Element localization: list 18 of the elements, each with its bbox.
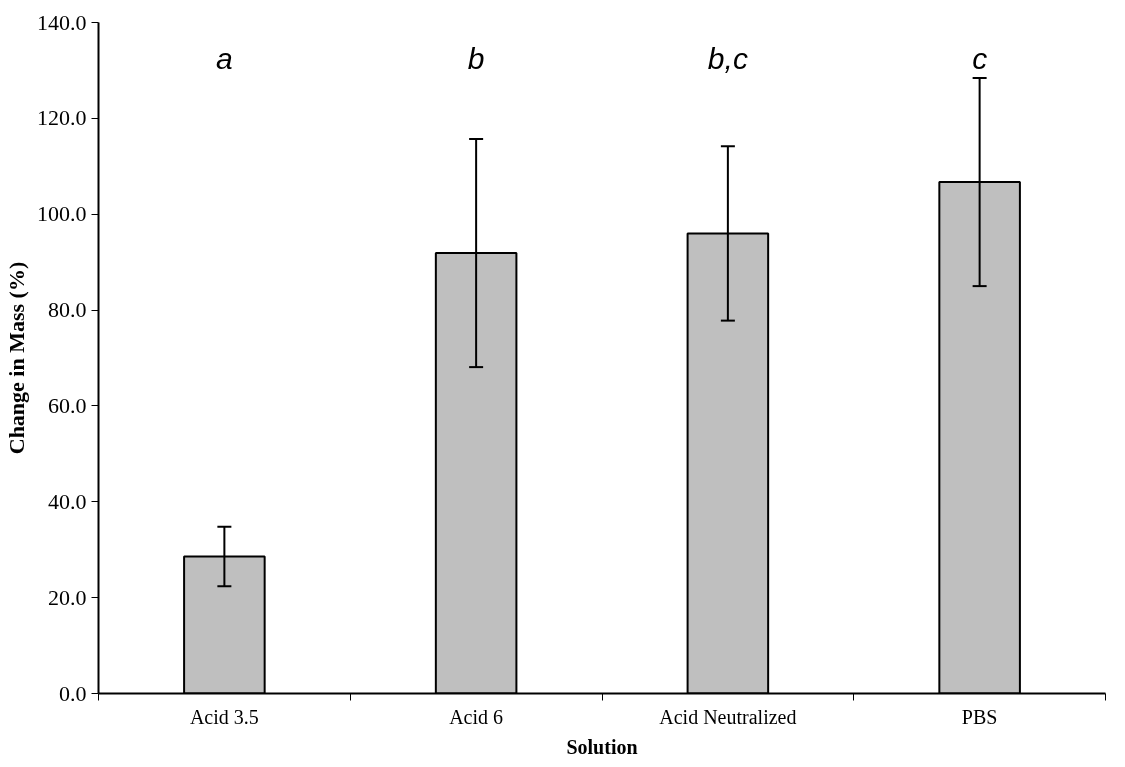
x-tick-label: Acid 3.5 — [189, 705, 259, 728]
y-axis-title: Change in Mass (%) — [4, 261, 29, 455]
y-tick-label: 20.0 — [48, 584, 87, 610]
y-tick-label: 0.0 — [59, 680, 87, 706]
annotation: b,c — [707, 41, 748, 75]
y-tick-label: 40.0 — [48, 488, 87, 514]
x-axis-title: Solution — [566, 735, 638, 758]
annotation: b — [467, 41, 485, 75]
y-tick-label: 100.0 — [37, 201, 87, 227]
y-tick-label: 60.0 — [48, 392, 87, 418]
annotation: a — [216, 41, 233, 75]
x-tick-label: Acid Neutralized — [659, 705, 797, 728]
y-tick-label: 140.0 — [37, 9, 87, 35]
x-tick-label: PBS — [961, 705, 998, 728]
x-tick-label: Acid 6 — [449, 705, 504, 728]
y-tick-label: 80.0 — [48, 297, 87, 323]
y-tick-label: 120.0 — [37, 105, 87, 131]
annotation: c — [972, 41, 988, 75]
